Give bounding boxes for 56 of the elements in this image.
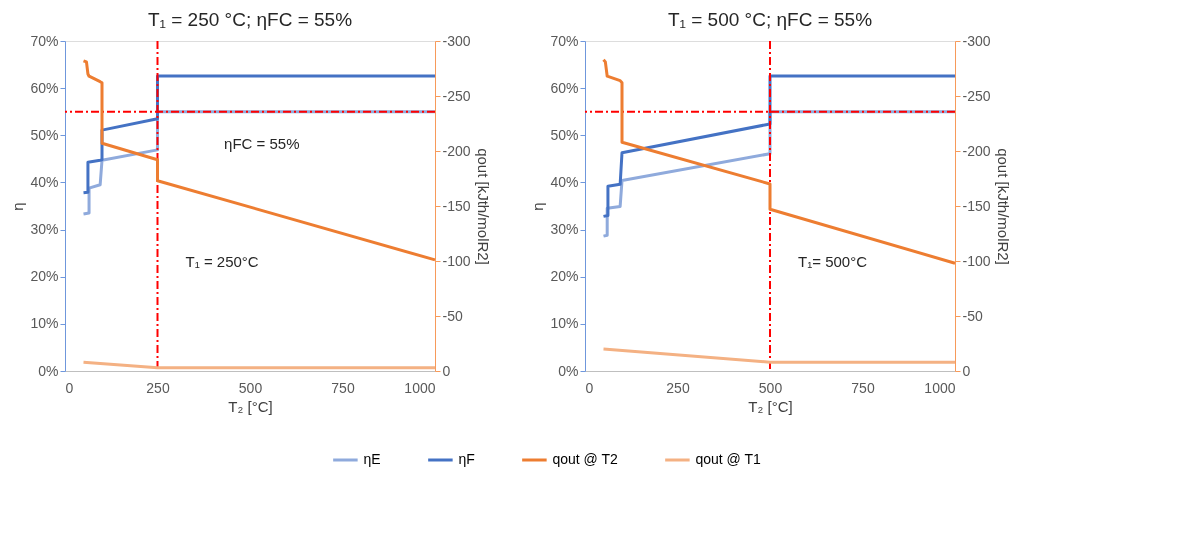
x-tick-label: 500	[238, 379, 263, 396]
legend-label: qout @ T1	[695, 451, 761, 467]
x-tick-label: 500	[758, 379, 783, 396]
y-tick-label: 60%	[550, 79, 579, 96]
line-series	[602, 74, 957, 218]
y2-tick-label: 0	[962, 362, 971, 379]
y2-tick-label: -50	[442, 307, 463, 324]
x-tick-label: 0	[585, 379, 594, 396]
y2-tick-label: -250	[962, 87, 991, 104]
ref-line-label: ηFC = 55%	[224, 134, 300, 152]
x-tick-label: 0	[65, 379, 74, 396]
y-axis-title: η	[529, 202, 547, 211]
y-tick-label: 60%	[30, 79, 59, 96]
y-tick-label: 10%	[550, 315, 579, 332]
x-tick-label: 750	[851, 379, 875, 396]
legend-label: qout @ T2	[552, 451, 618, 467]
y-tick-label: 50%	[550, 126, 579, 143]
y2-tick-label: -300	[442, 32, 471, 49]
x-axis-title: T₂ [°C]	[228, 397, 273, 415]
x-axis-title: T₂ [°C]	[748, 397, 793, 415]
chart-title: T₁ = 250 °C; ηFC = 55%	[147, 9, 353, 30]
ref-line-label: T₁= 500°C	[798, 253, 868, 271]
y2-tick-label: -150	[962, 197, 991, 214]
y-tick-label: 0%	[38, 362, 59, 379]
y2-tick-label: -150	[442, 197, 471, 214]
y-tick-label: 70%	[550, 32, 579, 49]
y2-tick-label: -200	[442, 142, 471, 159]
y2-tick-label: -300	[962, 32, 991, 49]
y2-tick-label: -50	[962, 307, 983, 324]
y-tick-label: 40%	[30, 173, 59, 190]
y2-axis-title: qout [kJth/molR2]	[474, 148, 492, 265]
y-tick-label: 70%	[30, 32, 59, 49]
y-tick-label: 0%	[558, 362, 579, 379]
y2-axis-title: qout [kJth/molR2]	[994, 148, 1012, 265]
legend-label: ηE	[363, 451, 381, 467]
x-tick-label: 750	[331, 379, 355, 396]
legend-label: ηF	[458, 451, 475, 467]
y-tick-label: 20%	[550, 268, 579, 285]
y-axis-title: η	[9, 202, 27, 211]
y2-tick-label: -100	[962, 252, 991, 269]
chart-title: T₁ = 500 °C; ηFC = 55%	[667, 9, 873, 30]
x-tick-label: 1000	[924, 379, 956, 396]
y2-tick-label: -200	[962, 142, 991, 159]
y2-tick-label: 0	[442, 362, 451, 379]
x-tick-label: 250	[666, 379, 690, 396]
x-tick-label: 1000	[404, 379, 436, 396]
x-tick-label: 250	[146, 379, 170, 396]
y-tick-label: 30%	[550, 221, 579, 238]
y-tick-label: 40%	[550, 173, 579, 190]
y-tick-label: 20%	[30, 268, 59, 285]
y2-tick-label: -250	[442, 87, 471, 104]
y-tick-label: 50%	[30, 126, 59, 143]
ref-line-label: T₁ = 250°C	[185, 253, 259, 271]
y2-tick-label: -100	[442, 252, 471, 269]
y-tick-label: 10%	[30, 315, 59, 332]
y-tick-label: 30%	[30, 221, 59, 238]
